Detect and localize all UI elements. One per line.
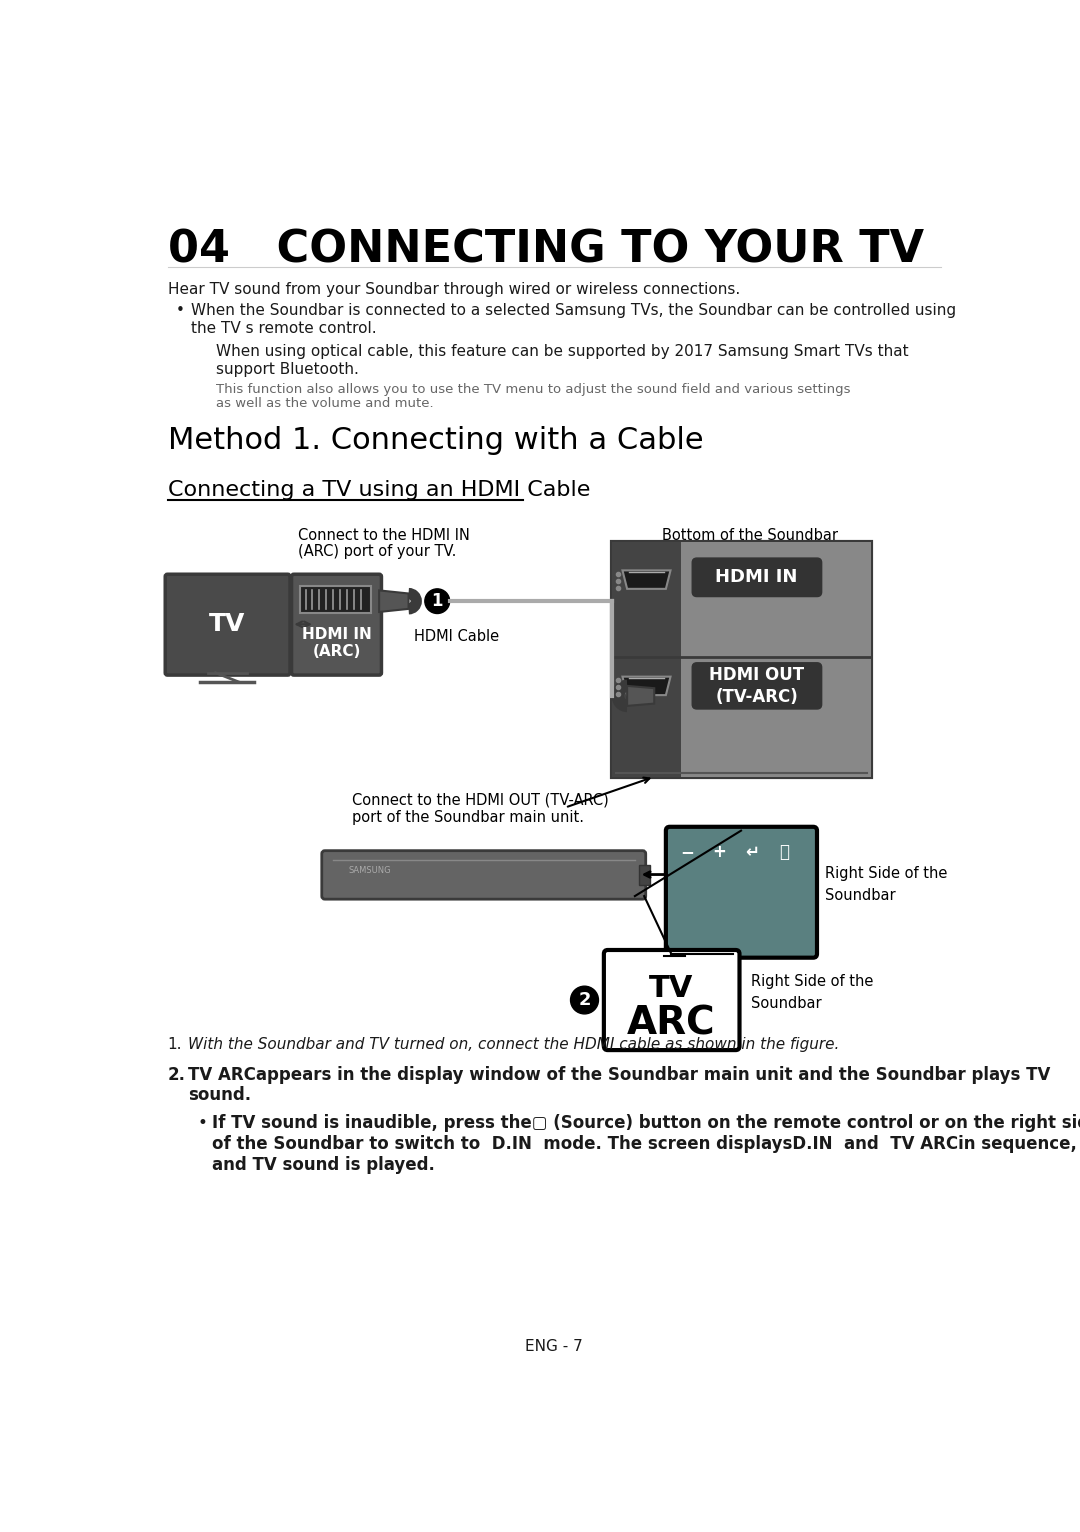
Text: as well as the volume and mute.: as well as the volume and mute. <box>216 397 434 411</box>
Text: ENG - 7: ENG - 7 <box>525 1339 582 1354</box>
Text: port of the Soundbar main unit.: port of the Soundbar main unit. <box>352 810 584 824</box>
Text: +: + <box>713 843 726 861</box>
Text: 1.: 1. <box>167 1037 183 1052</box>
FancyBboxPatch shape <box>666 827 816 958</box>
Text: With the Soundbar and TV turned on, connect the HDMI cable as shown in the figur: With the Soundbar and TV turned on, conn… <box>188 1037 839 1052</box>
FancyBboxPatch shape <box>692 558 822 596</box>
Text: (ARC) port of your TV.: (ARC) port of your TV. <box>298 544 456 559</box>
Text: Connect to the HDMI IN: Connect to the HDMI IN <box>298 529 470 542</box>
Text: When using optical cable, this feature can be supported by 2017 Samsung Smart TV: When using optical cable, this feature c… <box>216 345 909 358</box>
FancyBboxPatch shape <box>611 542 681 777</box>
FancyBboxPatch shape <box>292 574 381 676</box>
Text: Right Side of the
Soundbar: Right Side of the Soundbar <box>751 974 874 1011</box>
FancyBboxPatch shape <box>638 866 649 884</box>
Text: 04   CONNECTING TO YOUR TV: 04 CONNECTING TO YOUR TV <box>167 228 923 271</box>
Text: support Bluetooth.: support Bluetooth. <box>216 362 360 377</box>
Text: Bottom of the Soundbar: Bottom of the Soundbar <box>662 529 838 542</box>
Text: When the Soundbar is connected to a selected Samsung TVs, the Soundbar can be co: When the Soundbar is connected to a sele… <box>191 303 956 319</box>
Text: 1: 1 <box>432 593 443 610</box>
FancyBboxPatch shape <box>322 850 646 899</box>
Polygon shape <box>622 677 671 696</box>
Text: 2.: 2. <box>167 1066 186 1085</box>
FancyBboxPatch shape <box>692 663 822 709</box>
Text: Right Side of the
Soundbar: Right Side of the Soundbar <box>825 866 947 904</box>
Text: Method 1. Connecting with a Cable: Method 1. Connecting with a Cable <box>167 426 703 455</box>
Text: ⏻: ⏻ <box>780 843 789 861</box>
Text: Hear TV sound from your Soundbar through wired or wireless connections.: Hear TV sound from your Soundbar through… <box>167 282 740 297</box>
Text: of the Soundbar to switch to  D.IN  mode. The screen displaysD.IN  and  TV ARCin: of the Soundbar to switch to D.IN mode. … <box>213 1135 1078 1152</box>
Text: ↵: ↵ <box>745 843 759 861</box>
Text: ARC: ARC <box>627 1003 716 1042</box>
FancyBboxPatch shape <box>165 574 291 676</box>
Text: HDMI OUT
(TV-ARC): HDMI OUT (TV-ARC) <box>708 666 805 706</box>
Text: HDMI IN: HDMI IN <box>715 568 798 587</box>
Text: and TV sound is played.: and TV sound is played. <box>213 1155 435 1174</box>
FancyBboxPatch shape <box>604 950 740 1049</box>
Text: TV: TV <box>649 974 693 1003</box>
Text: If TV sound is inaudible, press the▢ (Source) button on the remote control or on: If TV sound is inaudible, press the▢ (So… <box>213 1114 1080 1132</box>
Text: HDMI Cable: HDMI Cable <box>414 630 499 643</box>
Polygon shape <box>627 686 654 706</box>
Circle shape <box>570 987 598 1014</box>
FancyBboxPatch shape <box>681 542 872 777</box>
Text: TV: TV <box>210 613 245 636</box>
FancyBboxPatch shape <box>611 542 872 777</box>
Polygon shape <box>379 590 408 611</box>
Text: Connect to the HDMI OUT (TV-ARC): Connect to the HDMI OUT (TV-ARC) <box>352 792 609 807</box>
Text: Connecting a TV using an HDMI Cable: Connecting a TV using an HDMI Cable <box>167 481 590 501</box>
Text: •: • <box>197 1114 207 1132</box>
Text: (ARC): (ARC) <box>312 645 361 659</box>
Circle shape <box>424 588 449 613</box>
FancyBboxPatch shape <box>300 585 372 613</box>
Text: HDMI IN: HDMI IN <box>301 627 372 642</box>
Text: 2: 2 <box>578 991 591 1010</box>
Text: the TV s remote control.: the TV s remote control. <box>191 320 377 336</box>
Polygon shape <box>622 570 671 588</box>
Text: sound.: sound. <box>188 1086 251 1103</box>
Text: TV ARCappears in the display window of the Soundbar main unit and the Soundbar p: TV ARCappears in the display window of t… <box>188 1066 1050 1085</box>
Text: −: − <box>680 843 693 861</box>
Text: This function also allows you to use the TV menu to adjust the sound field and v: This function also allows you to use the… <box>216 383 851 395</box>
Text: •: • <box>175 303 185 319</box>
Text: SAMSUNG: SAMSUNG <box>348 866 391 875</box>
